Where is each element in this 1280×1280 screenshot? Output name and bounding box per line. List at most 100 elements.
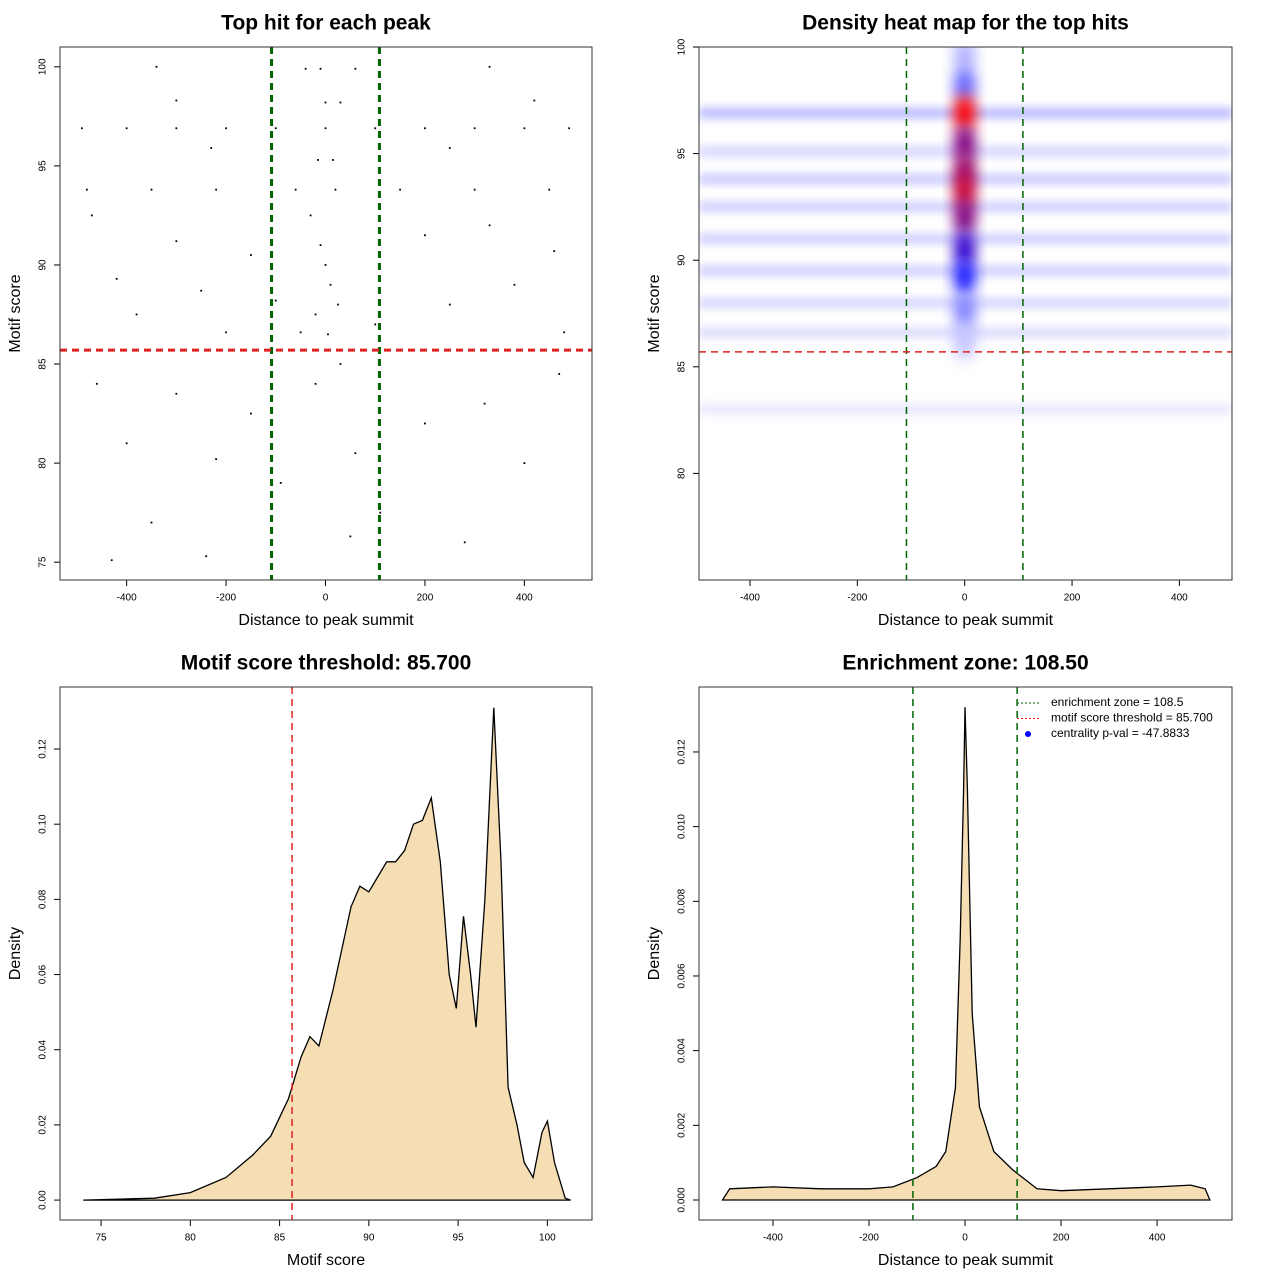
heat-spot: [953, 47, 976, 74]
point: [463, 541, 466, 544]
plot-area: [721, 687, 1211, 1220]
point: [274, 299, 277, 302]
plot-area: [83, 687, 571, 1220]
point: [379, 511, 382, 514]
point: [150, 521, 153, 524]
y-tick-label: 0.06: [38, 964, 49, 984]
plot-area: [699, 47, 1232, 580]
density-area: [83, 707, 571, 1201]
panel: Motif score threshold: 85.700 Motif score…: [7, 652, 593, 1269]
point: [250, 254, 252, 256]
point: [399, 188, 401, 191]
y-tick-label: 0.002: [677, 1112, 688, 1137]
point: [150, 188, 153, 191]
point: [90, 214, 93, 217]
plot-area: [60, 47, 592, 580]
point: [125, 442, 128, 445]
point: [354, 452, 357, 455]
point: [324, 264, 327, 266]
point: [80, 127, 83, 130]
point: [115, 277, 118, 280]
plot-frame: [59, 46, 593, 581]
density-area: [721, 707, 1211, 1201]
y-tick-label: 80: [38, 457, 49, 469]
point: [215, 458, 218, 461]
point: [210, 147, 213, 149]
point: [317, 159, 319, 161]
plot-frame: [698, 46, 1233, 581]
point: [483, 402, 486, 405]
y-tick-label: 80: [677, 467, 688, 479]
point: [488, 65, 491, 68]
y-tick-label: 100: [38, 58, 49, 75]
x-tick-label: -400: [740, 593, 760, 604]
y-axis-label: Density: [7, 927, 24, 980]
x-axis-label: Motif score: [287, 1252, 365, 1269]
point: [110, 559, 113, 562]
y-tick-label: 0.006: [677, 963, 688, 988]
heat-spot: [953, 67, 976, 104]
point: [225, 127, 227, 130]
point: [424, 127, 426, 130]
point: [215, 188, 218, 191]
chart-title: Density heat map for the top hits: [802, 12, 1129, 35]
y-tick-label: 75: [38, 556, 49, 568]
point: [327, 333, 329, 336]
point: [200, 289, 203, 292]
point: [448, 303, 451, 306]
x-tick-label: 95: [453, 1233, 465, 1244]
x-axis-label: Distance to peak summit: [878, 612, 1054, 629]
point: [225, 331, 227, 334]
x-axis-label: Distance to peak summit: [878, 1252, 1054, 1269]
point: [274, 127, 277, 130]
x-tick-label: 80: [185, 1233, 197, 1244]
legend-label: motif score threshold = 85.700: [1051, 711, 1213, 725]
y-tick-label: 90: [677, 254, 688, 266]
legend-symbol: [1025, 731, 1031, 737]
x-tick-label: 200: [1053, 1233, 1070, 1244]
y-tick-label: 0.010: [677, 814, 688, 839]
point: [329, 283, 332, 286]
x-tick-label: 0: [962, 1233, 968, 1244]
point: [299, 331, 302, 334]
point: [568, 127, 571, 130]
point: [563, 331, 566, 334]
point: [319, 67, 322, 70]
point: [448, 147, 451, 149]
y-tick-label: 0.08: [38, 889, 49, 909]
x-tick-label: 200: [417, 593, 434, 604]
y-tick-label: 95: [38, 160, 49, 172]
point: [324, 101, 327, 104]
plot-frame: [59, 686, 593, 1221]
x-tick-label: 85: [274, 1233, 286, 1244]
plot-frame: [698, 686, 1233, 1221]
x-tick-label: 400: [516, 593, 533, 604]
point: [533, 99, 536, 102]
heat-spot: [953, 259, 976, 296]
point: [553, 250, 556, 252]
x-tick-label: 400: [1149, 1233, 1166, 1244]
point: [304, 67, 307, 70]
x-tick-label: -200: [859, 1233, 879, 1244]
point: [349, 535, 352, 538]
y-tick-label: 0.008: [677, 888, 688, 913]
x-tick-label: 0: [962, 593, 968, 604]
heat-spot: [953, 199, 976, 236]
y-tick-label: 0.02: [38, 1115, 49, 1135]
point: [523, 127, 526, 130]
y-tick-label: 0.004: [677, 1038, 688, 1063]
heat-spot: [953, 173, 976, 210]
y-tick-label: 0.10: [38, 814, 49, 834]
y-tick-label: 85: [677, 361, 688, 373]
point: [175, 392, 178, 395]
panel: Enrichment zone: 108.50 Distance to peak …: [646, 652, 1233, 1269]
point: [523, 462, 526, 464]
x-axis-label: Distance to peak summit: [238, 612, 414, 629]
panel: Top hit for each peak Distance to peak su…: [7, 12, 593, 629]
heat-spot: [953, 231, 976, 268]
point: [332, 159, 334, 161]
y-tick-label: 90: [38, 259, 49, 271]
point: [319, 244, 322, 247]
point: [334, 188, 337, 191]
